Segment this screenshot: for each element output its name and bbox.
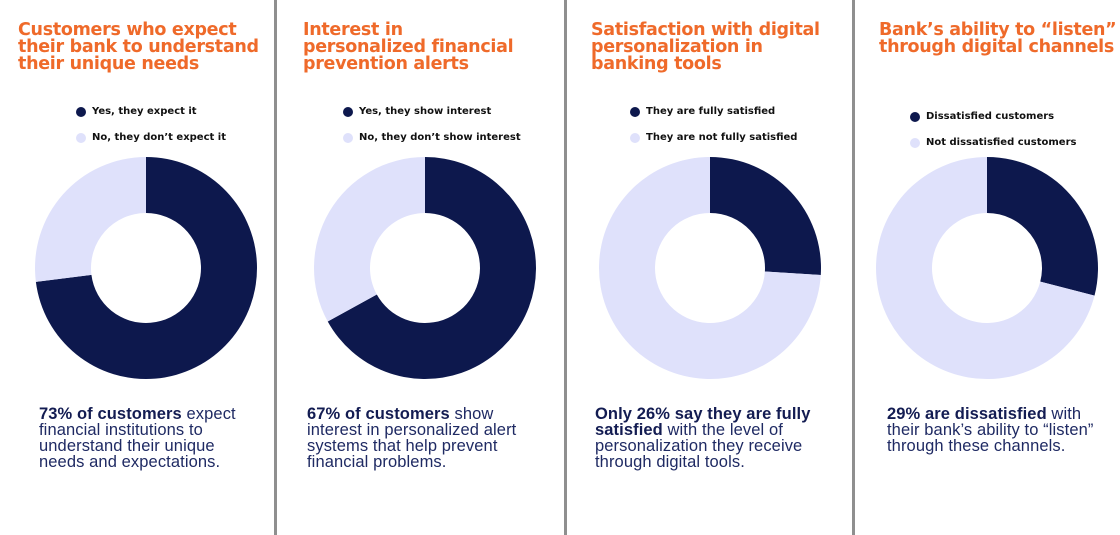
panel-prevention-alerts: Interest in personalized financial preve… <box>277 0 564 535</box>
legend-item-yes: Yes, they show interest <box>343 105 521 118</box>
panel-divider <box>564 0 567 535</box>
chart-legend: Yes, they expect it No, they don’t expec… <box>76 105 226 157</box>
donut-segment-primary <box>35 157 257 379</box>
caption-highlight: 73% of customers <box>39 405 182 423</box>
caption-highlight: Only 26% say they are fully satisfied <box>595 405 811 439</box>
legend-dot-light-icon <box>910 137 920 148</box>
chart-legend: They are fully satisfied They are not fu… <box>630 105 797 157</box>
legend-item-yes: Yes, they expect it <box>76 105 226 118</box>
legend-item-dissatisfied: Dissatisfied customers <box>910 110 1076 123</box>
panel-title: Bank’s ability to “listen” through digit… <box>879 20 1117 57</box>
caption-highlight: 29% are dissatisfied <box>887 405 1047 423</box>
donut-chart <box>313 156 537 380</box>
donut-chart <box>34 156 258 380</box>
panel-title: Interest in personalized financial preve… <box>303 20 514 74</box>
panel-digital-satisfaction: Satisfaction with digital personalizatio… <box>567 0 852 535</box>
panel-caption: Only 26% say they are fully satisfied wi… <box>595 405 835 471</box>
panel-bank-listening: Bank’s ability to “listen” through digit… <box>855 0 1120 535</box>
legend-item-no: No, they don’t expect it <box>76 131 226 144</box>
caption-body: with their bank’s ability to “listen” th… <box>887 405 1094 455</box>
legend-dot-dark-icon <box>76 106 86 117</box>
legend-dot-light-icon <box>630 132 640 143</box>
donut-segment-secondary <box>599 157 821 379</box>
donut-segment-primary <box>987 157 1098 296</box>
donut-chart <box>598 156 822 380</box>
donut-segment-primary <box>327 157 536 379</box>
legend-dot-dark-icon <box>910 111 920 122</box>
panel-title: Customers who expect their bank to under… <box>18 20 259 74</box>
legend-dot-dark-icon <box>343 106 353 117</box>
legend-item-satisfied: They are fully satisfied <box>630 105 797 118</box>
legend-dot-light-icon <box>76 132 86 143</box>
panel-caption: 73% of customers expect financial instit… <box>39 405 264 471</box>
caption-body: with the level of personalization they r… <box>595 421 803 471</box>
chart-legend: Yes, they show interest No, they don’t s… <box>343 105 521 157</box>
legend-item-no: No, they don’t show interest <box>343 131 521 144</box>
legend-item-not-dissatisfied: Not dissatisfied customers <box>910 136 1076 149</box>
legend-dot-light-icon <box>343 132 353 143</box>
donut-segment-secondary <box>876 157 1095 379</box>
donut-chart <box>875 156 1099 380</box>
legend-dot-dark-icon <box>630 106 640 117</box>
legend-item-not-satisfied: They are not fully satisfied <box>630 131 797 144</box>
caption-highlight: 67% of customers <box>307 405 450 423</box>
chart-legend: Dissatisfied customers Not dissatisfied … <box>910 110 1076 162</box>
panel-divider <box>852 0 855 535</box>
donut-segment-primary <box>710 157 821 275</box>
panel-divider <box>274 0 277 535</box>
donut-segment-secondary <box>34 157 146 282</box>
panel-caption: 67% of customers show interest in person… <box>307 405 542 471</box>
panel-caption: 29% are dissatisfied with their bank’s a… <box>887 405 1112 455</box>
panel-expect-understanding: Customers who expect their bank to under… <box>0 0 275 535</box>
panel-title: Satisfaction with digital personalizatio… <box>591 20 820 74</box>
caption-body: expect financial institutions to underst… <box>39 405 236 471</box>
donut-segment-secondary <box>314 157 425 322</box>
caption-body: show interest in personalized alert syst… <box>307 405 517 471</box>
